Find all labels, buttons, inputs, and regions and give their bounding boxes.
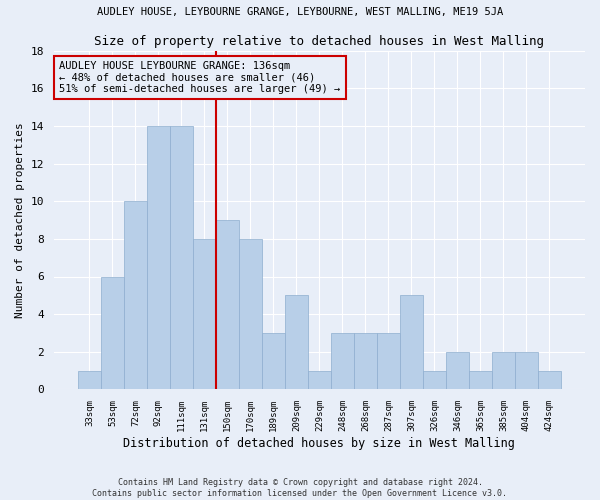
Bar bbox=[469, 370, 492, 390]
Y-axis label: Number of detached properties: Number of detached properties bbox=[15, 122, 25, 318]
Bar bbox=[124, 201, 147, 390]
Bar bbox=[446, 352, 469, 390]
Bar bbox=[239, 239, 262, 390]
Bar bbox=[170, 126, 193, 390]
Bar bbox=[101, 276, 124, 390]
Bar bbox=[377, 333, 400, 390]
Bar bbox=[354, 333, 377, 390]
Text: Contains HM Land Registry data © Crown copyright and database right 2024.
Contai: Contains HM Land Registry data © Crown c… bbox=[92, 478, 508, 498]
Bar bbox=[262, 333, 285, 390]
Bar bbox=[538, 370, 561, 390]
Bar bbox=[331, 333, 354, 390]
Bar bbox=[193, 239, 216, 390]
Text: AUDLEY HOUSE, LEYBOURNE GRANGE, LEYBOURNE, WEST MALLING, ME19 5JA: AUDLEY HOUSE, LEYBOURNE GRANGE, LEYBOURN… bbox=[97, 8, 503, 18]
Bar bbox=[515, 352, 538, 390]
Bar bbox=[216, 220, 239, 390]
Title: Size of property relative to detached houses in West Malling: Size of property relative to detached ho… bbox=[94, 35, 544, 48]
Bar bbox=[147, 126, 170, 390]
Bar bbox=[492, 352, 515, 390]
Bar bbox=[423, 370, 446, 390]
Bar bbox=[285, 296, 308, 390]
Bar bbox=[308, 370, 331, 390]
X-axis label: Distribution of detached houses by size in West Malling: Distribution of detached houses by size … bbox=[124, 437, 515, 450]
Bar bbox=[400, 296, 423, 390]
Text: AUDLEY HOUSE LEYBOURNE GRANGE: 136sqm
← 48% of detached houses are smaller (46)
: AUDLEY HOUSE LEYBOURNE GRANGE: 136sqm ← … bbox=[59, 60, 340, 94]
Bar bbox=[78, 370, 101, 390]
